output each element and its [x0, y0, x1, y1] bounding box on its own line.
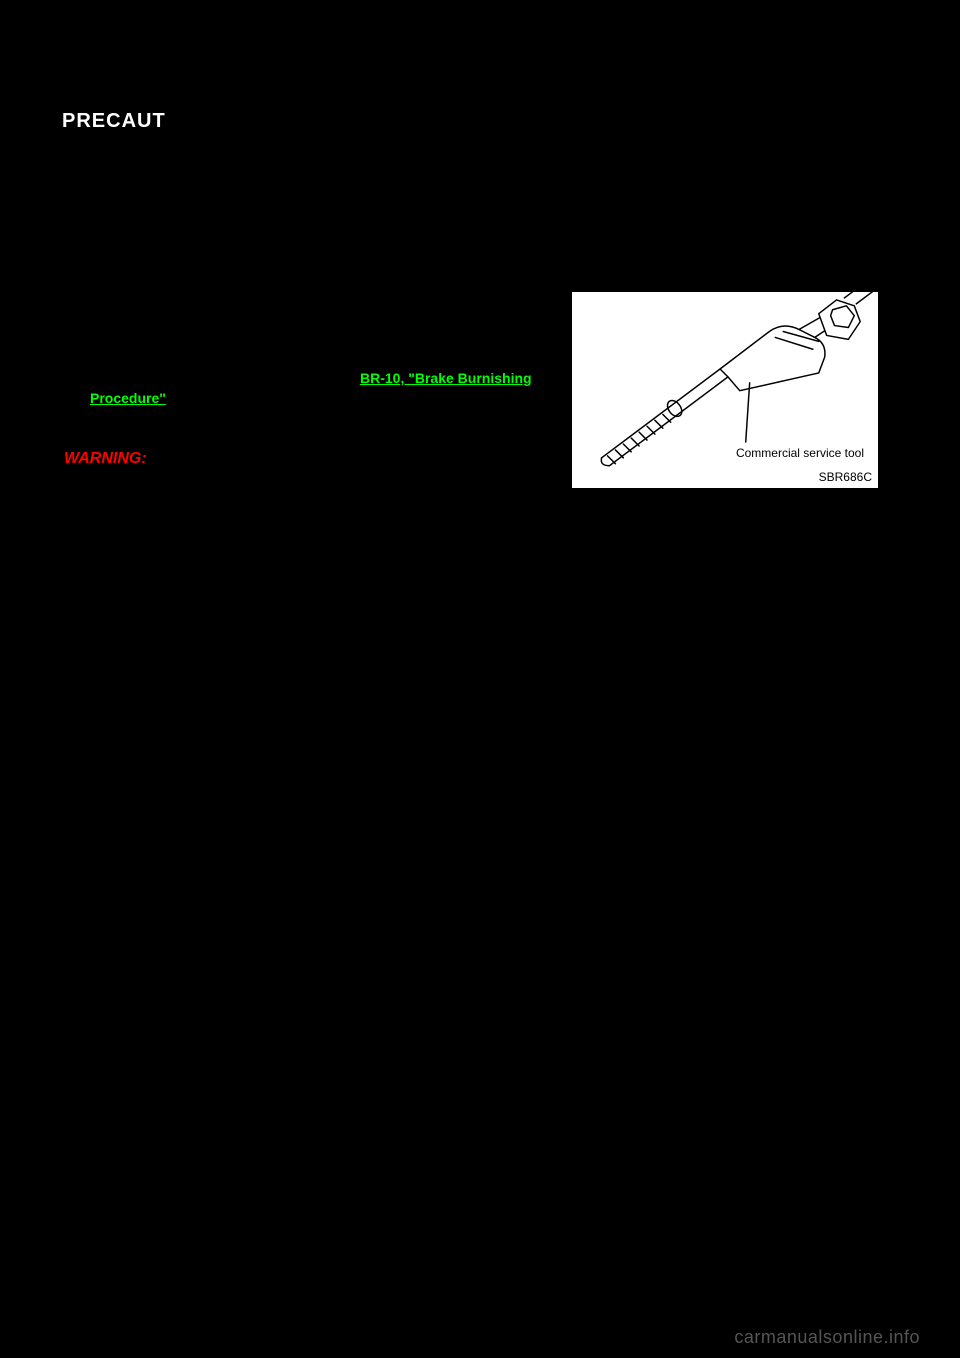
header-main-text: PRECAUT	[62, 110, 166, 132]
warning-label: WARNING:	[64, 450, 147, 468]
tool-diagram: Commercial service tool SBR686C	[570, 290, 880, 490]
page-header-code: BR-4 PRECAUT	[62, 110, 166, 133]
watermark-text: carmanualsonline.info	[734, 1327, 920, 1348]
procedure-link[interactable]: Procedure"	[90, 390, 166, 406]
diagram-tool-label: Commercial service tool	[736, 446, 864, 460]
page-root: BR-4 PRECAUT BR-10, "Brake Burnishing Pr…	[0, 0, 960, 1358]
brake-burnishing-link[interactable]: BR-10, "Brake Burnishing	[360, 370, 532, 386]
diagram-code-label: SBR686C	[819, 470, 872, 484]
